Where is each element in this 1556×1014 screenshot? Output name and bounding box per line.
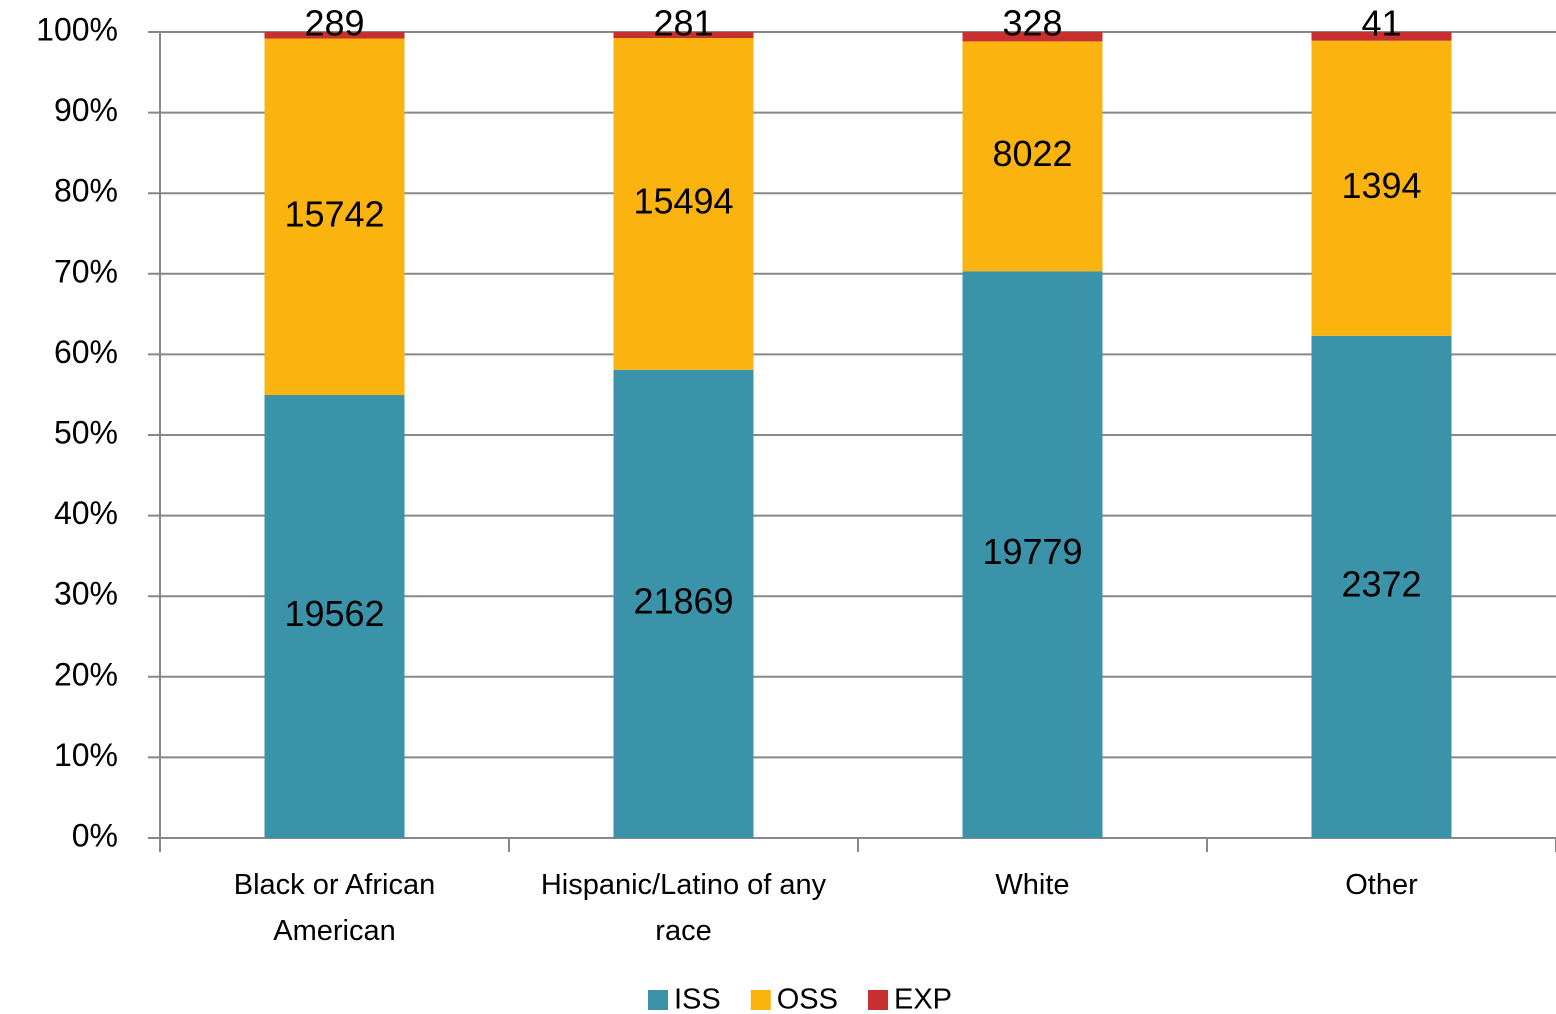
legend-swatch (868, 990, 888, 1010)
bar-segment (1311, 40, 1452, 336)
bar-segment (264, 395, 405, 838)
bar-segment (1311, 32, 1452, 41)
x-tick-label: Other (1345, 869, 1418, 901)
legend-label: ISS (674, 984, 721, 1014)
legend-label: OSS (777, 984, 838, 1014)
data-label: 289 (304, 3, 364, 44)
y-tick-label: 100% (36, 11, 118, 47)
y-tick-label: 30% (54, 576, 118, 612)
legend-swatch (750, 990, 771, 1010)
y-tick-label: 20% (54, 656, 118, 692)
data-label: 19562 (284, 593, 384, 634)
x-tick-label: Black or African American (233, 869, 436, 947)
y-tick-label: 10% (54, 737, 118, 773)
y-tick-label: 0% (72, 817, 118, 853)
data-label: 8022 (992, 133, 1072, 174)
data-label: 328 (1002, 3, 1062, 44)
data-label: 21869 (633, 580, 733, 621)
legend-swatch (648, 990, 668, 1010)
bar-segment (613, 369, 754, 838)
x-tick-label: Hispanic/Latino of any race (540, 869, 827, 947)
bar-segment (264, 38, 405, 396)
bar-segment (962, 32, 1103, 42)
data-label: 41 (1361, 3, 1401, 44)
data-label: 281 (653, 3, 713, 44)
x-tick-label: White (995, 869, 1070, 901)
y-tick-label: 90% (54, 92, 118, 128)
data-label: 19779 (982, 531, 1082, 572)
legend-label: EXP (894, 984, 952, 1014)
y-tick-label: 80% (54, 173, 118, 209)
data-label: 1394 (1341, 165, 1421, 206)
y-tick-label: 50% (54, 414, 118, 450)
bar-segment (264, 32, 405, 39)
y-tick-label: 70% (54, 253, 118, 289)
y-tick-label: 60% (54, 334, 118, 370)
bar-segment (1311, 335, 1452, 838)
y-tick-label: 40% (54, 495, 118, 531)
bar-segment (613, 32, 754, 39)
data-label: 15494 (633, 180, 733, 221)
data-label: 15742 (284, 193, 384, 234)
bar-segment (962, 271, 1103, 838)
bar-segment (613, 38, 754, 370)
bar-segment (962, 41, 1103, 272)
data-label: 2372 (1341, 563, 1421, 604)
